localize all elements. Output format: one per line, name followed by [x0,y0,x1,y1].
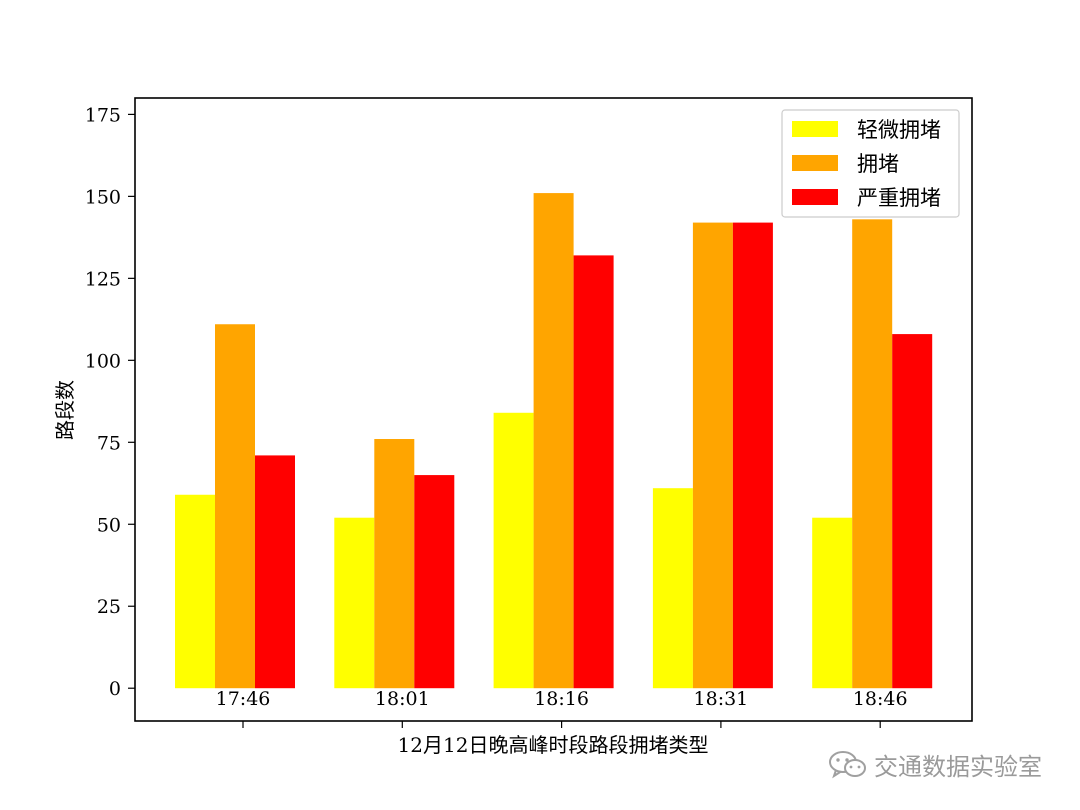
y-tick-label: 150 [85,186,121,208]
legend-label: 轻微拥堵 [857,118,941,142]
x-tick-label: 18:01 [375,688,430,710]
bar-1801-series-0 [334,517,375,689]
y-tick-label: 50 [97,514,121,536]
legend-swatch [792,155,838,171]
y-tick-label: 100 [85,350,121,372]
x-axis-label: 12月12日晚高峰时段路段拥堵类型 [398,733,709,757]
bar-1746-series-1 [215,324,255,689]
y-axis-label: 路段数 [53,380,77,440]
bar-1846-series-2 [892,334,933,689]
legend-swatch [792,189,838,205]
watermark-text: 交通数据实验室 [874,753,1042,781]
legend-label: 严重拥堵 [857,186,941,210]
y-tick-label: 0 [109,678,121,700]
legend-label: 拥堵 [857,152,899,176]
x-tick-label: 18:16 [534,688,589,710]
bar-1801-series-2 [414,475,455,689]
y-tick-label: 175 [85,104,121,126]
bar-1816-series-1 [533,193,574,689]
bar-1801-series-1 [374,439,415,689]
legend-swatch [792,121,838,137]
watermark: 交通数据实验室 [828,747,1042,782]
x-tick-label: 18:31 [694,688,749,710]
bar-1846-series-0 [812,517,853,689]
bar-1816-series-0 [493,412,534,689]
bar-1746-series-0 [175,494,215,689]
plot-frame [134,97,973,722]
y-axis: 0 25 50 75 100 125 150 175 [85,104,135,700]
y-tick-label: 25 [97,596,121,618]
bar-1831-series-1 [692,222,733,689]
bars-group [175,193,933,689]
x-tick-label: 18:46 [853,688,908,710]
x-axis: 17:46 18:01 18:16 18:31 18:46 [216,688,908,728]
y-tick-label: 125 [85,268,121,290]
wechat-icon [829,750,866,778]
bar-1831-series-2 [732,222,773,689]
x-tick-label: 17:46 [216,688,271,710]
y-tick-label: 75 [97,432,121,454]
bar-1746-series-2 [255,455,295,689]
bar-1816-series-2 [573,255,614,689]
bar-1846-series-1 [852,219,893,689]
bar-1831-series-0 [652,488,693,689]
